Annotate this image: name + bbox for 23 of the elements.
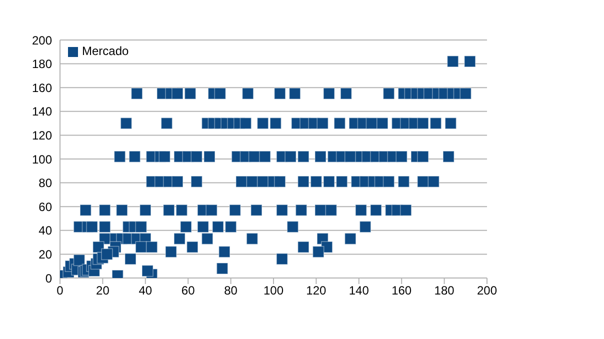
y-tick-label: 40 <box>38 224 52 238</box>
y-tick-label: 160 <box>32 80 52 95</box>
x-tick-label: 40 <box>138 284 152 298</box>
x-tick-label: 180 <box>434 284 455 298</box>
y-tick-label: 180 <box>32 57 52 72</box>
x-tick-label: 140 <box>348 284 370 298</box>
x-tick-label: 60 <box>181 284 196 298</box>
x-tick-label: 160 <box>392 284 412 298</box>
x-tick-label: 0 <box>56 284 64 298</box>
legend-label: Mercado <box>82 44 129 58</box>
y-tick-label: 80 <box>38 176 52 190</box>
y-tick-label: 140 <box>32 104 52 119</box>
y-tick-label: 60 <box>38 200 52 214</box>
y-tick-label: 200 <box>32 33 52 48</box>
y-tick-label: 100 <box>32 152 52 166</box>
y-tick-label: 0 <box>45 271 52 286</box>
x-tick-label: 20 <box>96 284 110 298</box>
x-tick-label: 80 <box>224 284 238 298</box>
y-tick-label: 20 <box>38 247 52 262</box>
x-tick-label: 120 <box>306 284 327 298</box>
x-tick-label: 100 <box>263 284 284 298</box>
y-tick-label: 120 <box>32 128 52 142</box>
x-tick-label: 200 <box>476 284 498 298</box>
